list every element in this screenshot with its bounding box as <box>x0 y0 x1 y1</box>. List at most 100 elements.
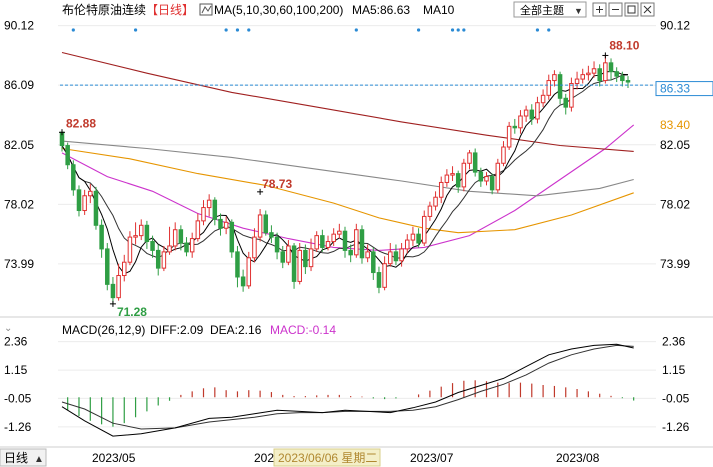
candle <box>399 243 404 267</box>
period-button[interactable]: 日线 ▲ <box>0 448 47 467</box>
candle <box>393 244 399 266</box>
candle <box>467 149 472 170</box>
candle-body <box>535 102 540 120</box>
candle-body <box>484 176 489 182</box>
date-label: 2023/07 <box>410 451 454 465</box>
zoom-in-icon[interactable] <box>592 2 607 17</box>
candle <box>591 61 597 78</box>
macd-collapse-icon[interactable]: ⌄ <box>4 323 12 334</box>
candle-body <box>603 62 608 82</box>
candle-body <box>580 74 585 80</box>
candle <box>421 210 427 246</box>
candle-body <box>274 236 280 253</box>
candle-body <box>76 189 82 212</box>
candle-body <box>71 164 76 191</box>
layout-icon[interactable] <box>624 2 639 17</box>
macd-tick-label: -0.05 <box>4 391 32 405</box>
ma10-value: MA10 <box>423 3 455 17</box>
candle <box>405 234 410 254</box>
price-axis-left: 90.12 86.09 82.05 78.02 73.99 <box>4 19 34 271</box>
candle <box>484 172 489 186</box>
candle-body <box>246 257 252 287</box>
candle-body <box>167 245 172 253</box>
candle-body <box>421 215 427 244</box>
event-dot <box>416 28 421 32</box>
event-dot <box>462 28 466 32</box>
theme-select-label: 全部主题 <box>520 3 564 17</box>
macd-histogram <box>67 380 635 427</box>
candle-body <box>523 109 529 117</box>
candle <box>189 232 195 258</box>
price-tick-label: 78.02 <box>660 197 690 211</box>
date-label: 202 <box>254 451 274 465</box>
candle-body <box>501 146 506 164</box>
candlestick-series <box>59 55 631 304</box>
candle <box>569 77 574 112</box>
candle-body <box>172 229 178 247</box>
theme-select[interactable]: 全部主题 ▼ <box>513 1 587 18</box>
price-tick-label: 82.05 <box>4 138 34 152</box>
candle-body <box>65 145 70 166</box>
candle <box>229 219 235 258</box>
candle-body <box>546 80 552 96</box>
candle-body <box>597 68 602 82</box>
candle-body <box>376 272 382 288</box>
macd-diff-value: DIFF:2.09 <box>150 323 204 337</box>
candle <box>410 226 416 246</box>
zoom-out-icon[interactable] <box>608 2 623 17</box>
macd-tick-label: 2.36 <box>4 335 28 349</box>
candle <box>540 89 546 108</box>
candle-body <box>552 74 557 82</box>
candle-body <box>365 251 370 259</box>
candle-body <box>280 251 285 263</box>
candle-body <box>314 235 319 250</box>
candle-body <box>303 249 308 268</box>
diff-line <box>61 343 634 437</box>
candle <box>223 216 229 235</box>
candle-body <box>506 125 512 148</box>
candle <box>337 223 342 239</box>
candle <box>184 237 189 257</box>
candle-body <box>218 218 223 229</box>
date-label: 2023/05 <box>92 451 136 465</box>
candle <box>586 65 591 81</box>
candle-body <box>201 207 206 222</box>
candle <box>314 231 319 252</box>
candle-body <box>110 283 116 299</box>
candle <box>161 245 167 272</box>
candle-body <box>461 162 467 188</box>
candle <box>65 142 70 170</box>
event-dot <box>354 28 358 32</box>
candle-body <box>512 125 518 129</box>
candle-body <box>82 195 87 212</box>
candle-body <box>495 162 501 191</box>
candle-body <box>455 173 461 188</box>
date-axis: 2023/05 202 2023/07 2023/08 <box>92 451 600 465</box>
candle-body <box>557 74 563 99</box>
candle-body <box>122 261 127 277</box>
candle <box>138 219 144 241</box>
candle-body <box>263 214 269 234</box>
candle <box>535 96 540 124</box>
candle-body <box>286 245 291 263</box>
candle-body <box>223 221 229 229</box>
candle-body <box>591 68 597 74</box>
candle-body <box>235 251 240 278</box>
candle <box>371 247 376 280</box>
ma-indicator-icon[interactable] <box>199 3 213 16</box>
candle-body <box>569 83 574 108</box>
candle-body <box>427 205 433 217</box>
candle <box>359 225 365 264</box>
close-icon[interactable] <box>640 2 655 17</box>
candle <box>99 219 104 258</box>
price-annotations: 88.10 82.88 78.73 71.28 <box>59 38 640 319</box>
candle <box>116 263 121 301</box>
candle-body <box>105 248 110 285</box>
candle <box>269 225 274 244</box>
macd-label: MACD(26,12,9) <box>62 323 145 337</box>
candle <box>354 223 359 258</box>
macd-tick-label: 1.15 <box>662 363 686 377</box>
candle-body <box>438 181 444 198</box>
chevron-up-icon: ▲ <box>34 454 44 465</box>
candle <box>286 240 291 266</box>
